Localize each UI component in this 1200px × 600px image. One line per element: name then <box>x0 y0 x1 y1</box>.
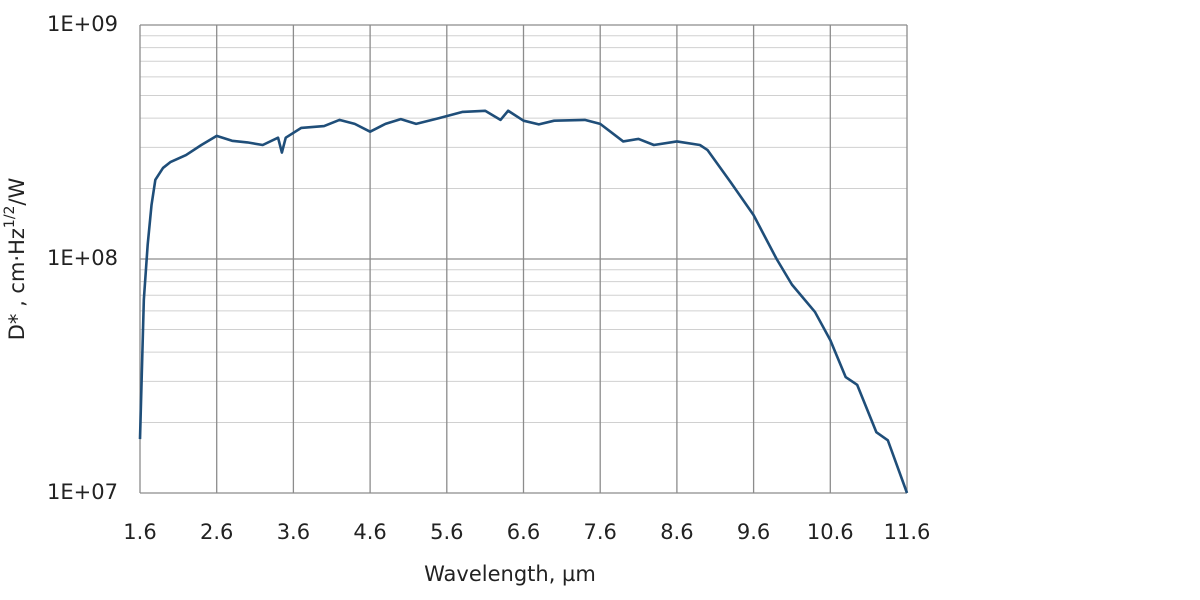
x-tick-label: 2.6 <box>200 520 233 544</box>
x-tick-label: 3.6 <box>277 520 310 544</box>
y-tick-label: 1E+07 <box>47 480 118 504</box>
x-tick-label: 8.6 <box>660 520 693 544</box>
y-axis-label: D* , cm·Hz1/2/W <box>2 177 29 340</box>
x-tick-label: 6.6 <box>507 520 540 544</box>
x-tick-label: 11.6 <box>884 520 931 544</box>
x-tick-label: 5.6 <box>430 520 463 544</box>
y-tick-label: 1E+08 <box>47 246 118 270</box>
x-axis-label: Wavelength, µm <box>424 562 596 586</box>
x-tick-label: 1.6 <box>123 520 156 544</box>
data-line <box>138 109 909 494</box>
x-tick-label: 7.6 <box>583 520 616 544</box>
x-tick-label: 9.6 <box>737 520 770 544</box>
y-label-main: D* , cm·Hz <box>5 228 29 340</box>
y-tick-label: 1E+09 <box>47 12 118 36</box>
y-label-end: /W <box>5 177 29 205</box>
x-tick-label: 10.6 <box>807 520 854 544</box>
x-tick-label: 4.6 <box>353 520 386 544</box>
y-label-sup: 1/2 <box>2 206 18 229</box>
